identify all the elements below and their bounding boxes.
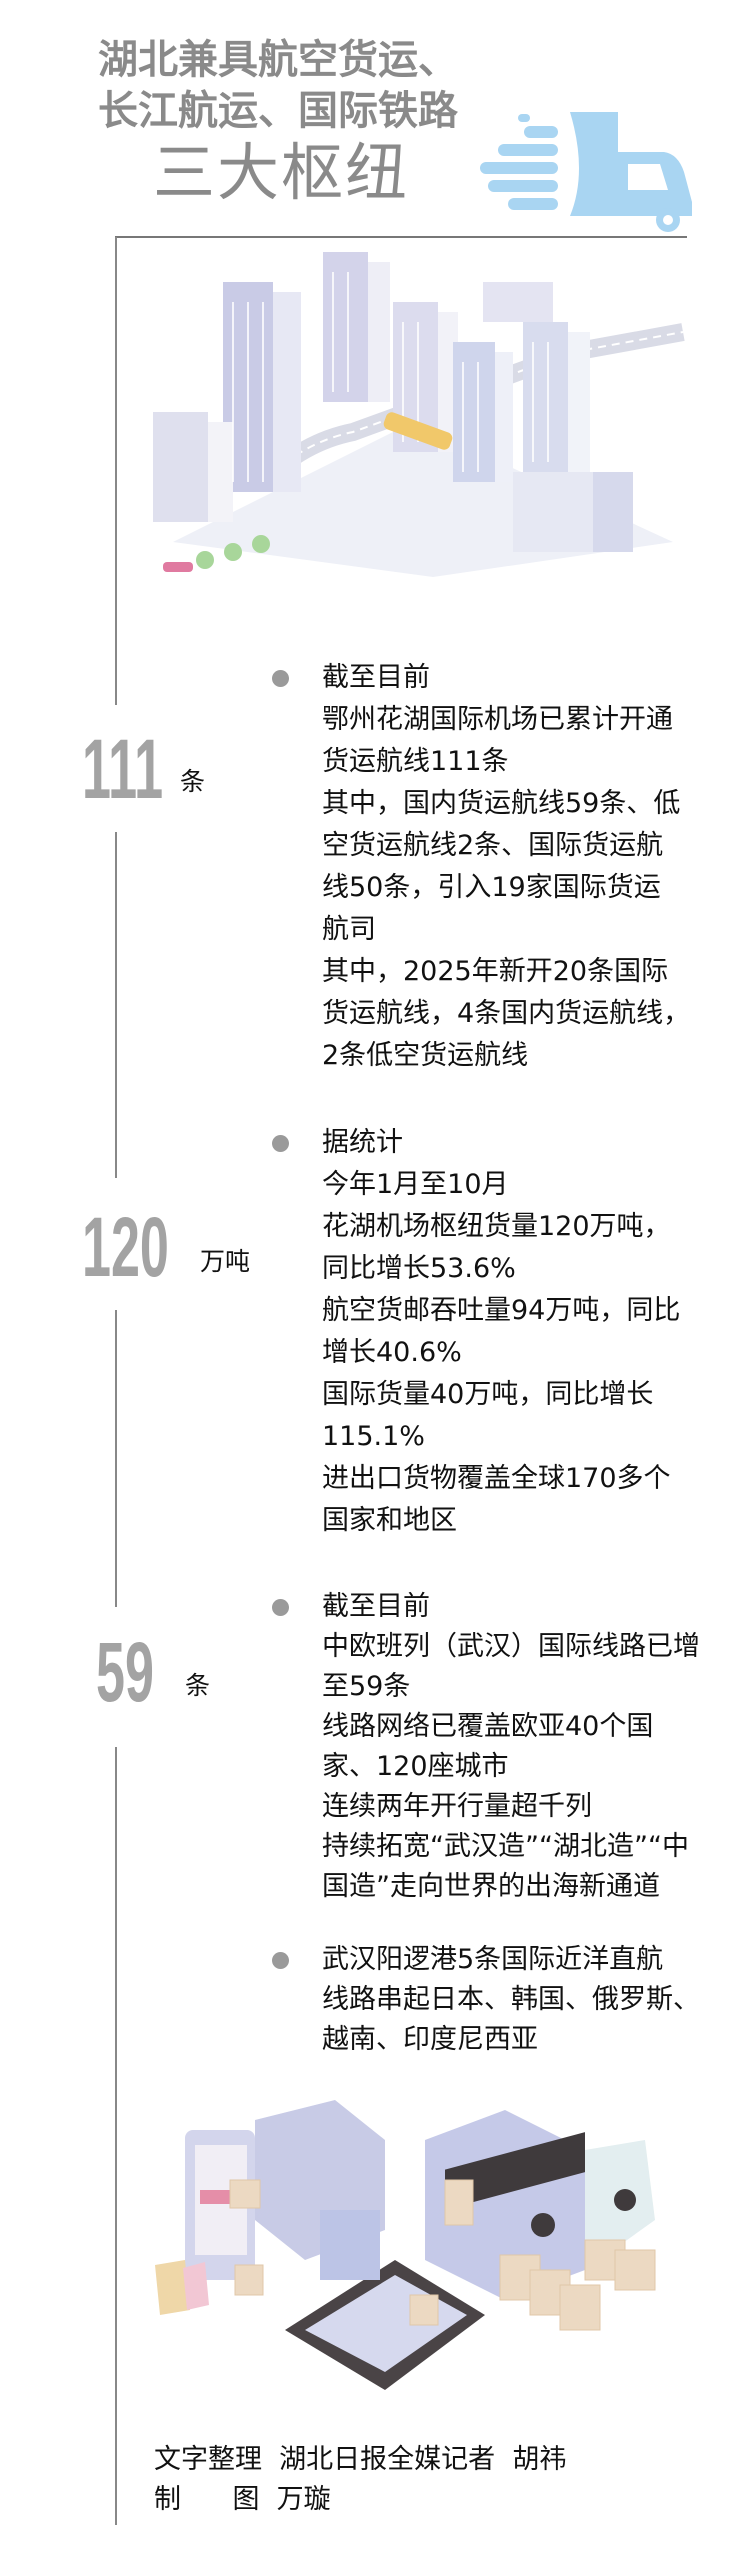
text-line: 持续拓宽“武汉造”“湖北造”“中 [322,1831,689,1862]
text-line: 至59条 [322,1671,411,1702]
text-line: 增长40.6% [322,1337,462,1368]
bullet-dot [272,1599,289,1616]
title-line-2: 长江航运、国际铁路 [98,88,458,134]
stat-number: 120 [82,1200,169,1294]
stat-number: 59 [96,1625,154,1719]
text-line: 其中，2025年新开20条国际 [322,956,669,987]
text-line: 截至目前 [322,1591,430,1622]
text-line: 货运航线，4条国内货运航线， [322,998,691,1029]
timeline-line [115,1310,117,1607]
text-line: 越南、印度尼西亚 [322,2024,538,2055]
section-text-cargo-volume: 据统计 今年1月至10月 花湖机场枢纽货量120万吨， 同比增长53.6% 航空… [322,1122,702,1542]
fast-delivery-truck-icon [480,112,692,232]
text-line: 2条低空货运航线 [322,1040,529,1071]
text-line: 线路网络已覆盖欧亚40个国 [322,1711,654,1742]
text-line: 其中，国内货运航线59条、低 [322,788,681,819]
text-line: 据统计 [322,1127,403,1158]
stat-unit: 万吨 [200,1247,251,1276]
text-line: 中欧班列（武汉）国际线路已增 [322,1631,700,1662]
stat-unit: 条 [185,1671,211,1700]
section-text-airport-routes: 截至目前 鄂州花湖国际机场已累计开通 货运航线111条 其中，国内货运航线59条… [322,657,702,1077]
bullet-dot [272,670,289,687]
section-text-china-europe-railway: 截至目前 中欧班列（武汉）国际线路已增 至59条 线路网络已覆盖欧亚40个国 家… [322,1587,702,1907]
top-divider [115,236,687,238]
text-line: 同比增长53.6% [322,1253,516,1284]
logistics-illustration [155,2100,656,2390]
text-line: 今年1月至10月 [322,1169,509,1200]
credit-writer: 文字整理 湖北日报全媒记者 胡祎 [154,2444,567,2475]
timeline-line [115,832,117,1178]
title-line-1: 湖北兼具航空货运、 [98,37,458,83]
stat-unit: 条 [180,767,206,796]
text-line: 国际货量40万吨，同比增长 [322,1379,654,1410]
text-line: 线50条，引入19家国际货运 [322,872,661,903]
section-text-yangluo-port: 武汉阳逻港5条国际近洋直航 线路串起日本、韩国、俄罗斯、 越南、印度尼西亚 [322,1940,702,2060]
subtitle: 三大枢纽 [153,136,410,209]
text-line: 截至目前 [322,662,430,693]
timeline-line [115,1747,117,2525]
stat-number: 111 [82,722,164,816]
credit-illustrator: 制 图 万璇 [154,2484,331,2515]
text-line: 进出口货物覆盖全球170多个 [322,1463,671,1494]
text-line: 空货运航线2条、国际货运航 [322,830,664,861]
text-line: 家、120座城市 [322,1751,509,1782]
text-line: 115.1% [322,1421,425,1452]
text-line: 线路串起日本、韩国、俄罗斯、 [322,1984,700,2015]
timeline-line [115,237,117,705]
text-line: 航空货邮吞吐量94万吨，同比 [322,1295,681,1326]
bullet-dot [272,1135,289,1152]
city-illustration [153,252,685,577]
text-line: 鄂州花湖国际机场已累计开通 [322,704,673,735]
text-line: 花湖机场枢纽货量120万吨， [322,1211,671,1242]
text-line: 武汉阳逻港5条国际近洋直航 [322,1944,664,1975]
text-line: 国家和地区 [322,1505,457,1536]
text-line: 货运航线111条 [322,746,509,777]
text-line: 国造”走向世界的出海新通道 [322,1871,660,1902]
text-line: 航司 [322,914,376,945]
text-line: 连续两年开行量超千列 [322,1791,592,1822]
bullet-dot [272,1952,289,1969]
